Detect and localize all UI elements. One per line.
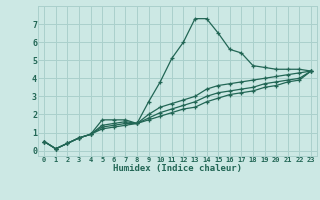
X-axis label: Humidex (Indice chaleur): Humidex (Indice chaleur)	[113, 164, 242, 173]
